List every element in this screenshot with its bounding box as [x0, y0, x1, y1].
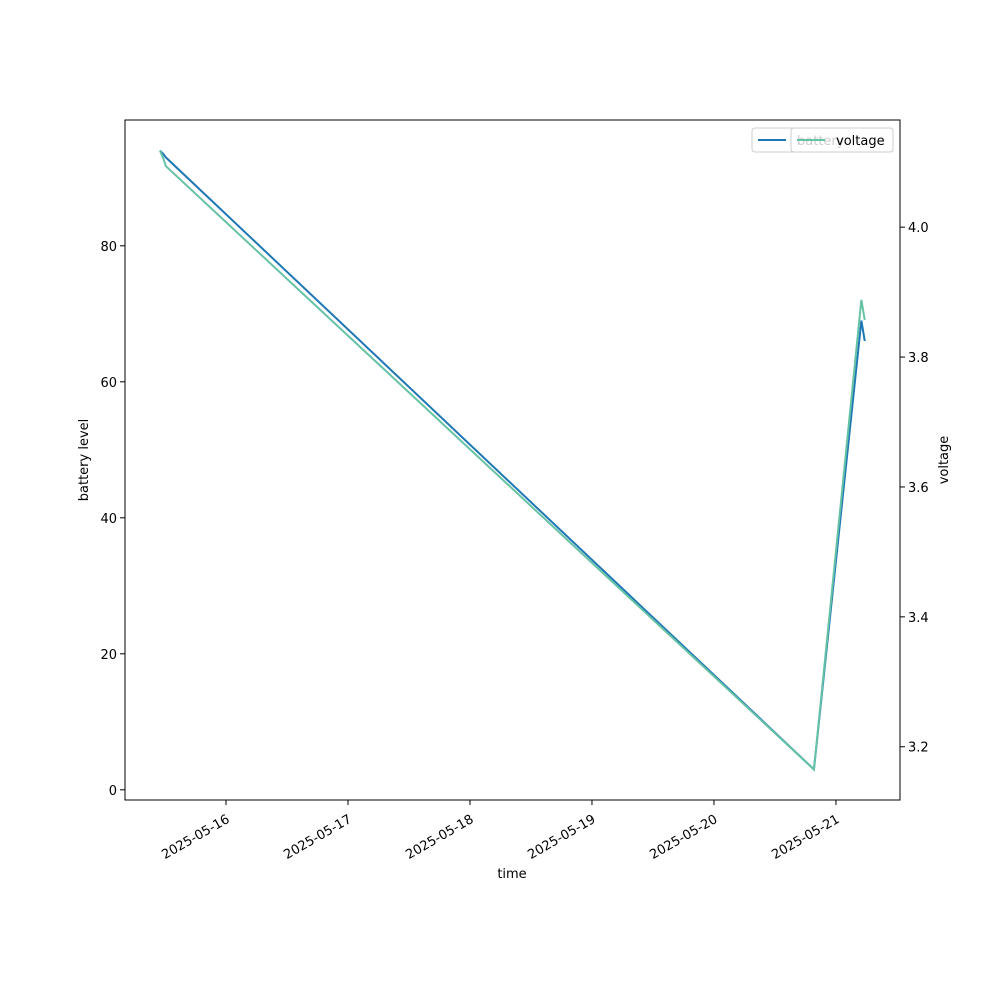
y-tick-label: 20 — [100, 648, 117, 663]
x-tick-label: 2025-05-16 — [159, 812, 232, 863]
y-tick-label: 80 — [100, 240, 117, 255]
y-axis-label: battery level — [77, 419, 92, 502]
y-tick-label: 60 — [100, 376, 117, 391]
x-tick-label: 2025-05-18 — [403, 812, 476, 863]
x-axis-label: time — [497, 867, 526, 882]
series-line — [159, 149, 866, 772]
y2-tick-label: 3.4 — [908, 611, 929, 626]
y-tick-label: 40 — [100, 512, 117, 527]
y-tick-label: 0 — [109, 784, 117, 799]
y2-tick-label: 3.6 — [908, 481, 929, 496]
legend-box — [790, 127, 894, 153]
y2-tick-label: 3.2 — [908, 741, 929, 756]
y2-tick-label: 3.8 — [908, 351, 929, 366]
plot-frame — [124, 119, 901, 801]
y2-axis-label: voltage — [937, 436, 952, 485]
x-tick-label: 2025-05-21 — [769, 812, 842, 863]
legend-label: voltage — [836, 134, 885, 149]
x-tick-label: 2025-05-17 — [281, 812, 354, 863]
y2-tick-label: 4.0 — [908, 221, 929, 236]
x-tick-label: 2025-05-20 — [647, 812, 720, 863]
series-line — [158, 150, 866, 772]
x-tick-label: 2025-05-19 — [525, 812, 598, 863]
